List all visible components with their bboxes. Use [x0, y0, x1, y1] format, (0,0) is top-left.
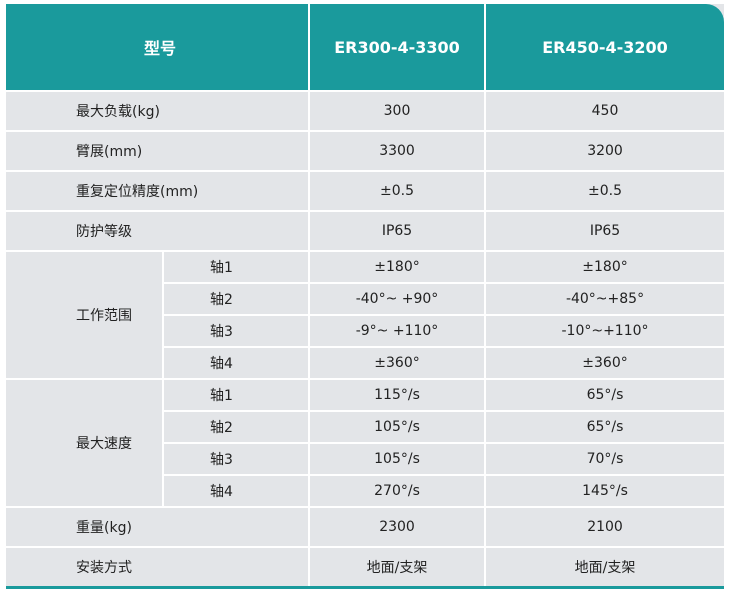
- value-b: 65°/s: [485, 410, 725, 443]
- value-a: 115°/s: [309, 378, 487, 411]
- table-row: 轴2 -40°~ +90° -40°~+85°: [6, 282, 725, 315]
- axis-label: 轴1: [163, 378, 311, 411]
- value-a: 105°/s: [309, 442, 487, 475]
- axis-label: 轴2: [163, 282, 311, 315]
- value-a: -9°~ +110°: [309, 314, 487, 347]
- value-b: 70°/s: [485, 442, 725, 475]
- value-b: 450: [485, 90, 725, 131]
- value-a: IP65: [309, 210, 487, 251]
- axis-label: 轴4: [163, 474, 311, 507]
- table-row: 轴3 -9°~ +110° -10°~+110°: [6, 314, 725, 347]
- table-row: 轴4 ±360° ±360°: [6, 346, 725, 379]
- axis-label: 轴3: [163, 442, 311, 475]
- value-a: 105°/s: [309, 410, 487, 443]
- table-row: 重复定位精度(mm) ±0.5 ±0.5: [6, 170, 725, 211]
- table-row: 轴3 105°/s 70°/s: [6, 442, 725, 475]
- row-label: 重量(kg): [6, 506, 311, 547]
- header-model-b: ER450-4-3200: [485, 4, 725, 91]
- table-row: 臂展(mm) 3300 3200: [6, 130, 725, 171]
- table-header: 型号 ER300-4-3300 ER450-4-3200: [6, 4, 725, 91]
- value-b: IP65: [485, 210, 725, 251]
- row-label: 重复定位精度(mm): [6, 170, 311, 211]
- value-b: ±0.5: [485, 170, 725, 211]
- table-row: 轴4 270°/s 145°/s: [6, 474, 725, 507]
- header-row: 型号 ER300-4-3300 ER450-4-3200: [6, 4, 725, 91]
- value-a: 地面/支架: [309, 546, 487, 589]
- value-b: ±360°: [485, 346, 725, 379]
- value-a: 2300: [309, 506, 487, 547]
- value-b: 地面/支架: [485, 546, 725, 589]
- value-a: ±180°: [309, 250, 487, 283]
- value-b: -10°~+110°: [485, 314, 725, 347]
- value-b: ±180°: [485, 250, 725, 283]
- value-b: -40°~+85°: [485, 282, 725, 315]
- value-a: ±360°: [309, 346, 487, 379]
- value-a: -40°~ +90°: [309, 282, 487, 315]
- value-a: 270°/s: [309, 474, 487, 507]
- table-row: 工作范围 轴1 ±180° ±180°: [6, 250, 725, 379]
- row-label: 安装方式: [6, 546, 311, 589]
- table-row: 安装方式 地面/支架 地面/支架: [6, 546, 725, 589]
- axis-label: 轴4: [163, 346, 311, 379]
- table-body: 最大负载(kg) 300 450 臂展(mm) 3300 3200 重复定位精度…: [6, 90, 725, 589]
- header-model-a: ER300-4-3300: [309, 4, 487, 91]
- axis-label: 轴1: [163, 250, 311, 283]
- value-a: 300: [309, 90, 487, 131]
- row-label: 臂展(mm): [6, 130, 311, 171]
- row-label: 防护等级: [6, 210, 311, 251]
- table-row: 防护等级 IP65 IP65: [6, 210, 725, 251]
- row-label: 最大负载(kg): [6, 90, 311, 131]
- table-row: 最大负载(kg) 300 450: [6, 90, 725, 131]
- value-b: 3200: [485, 130, 725, 171]
- value-b: 145°/s: [485, 474, 725, 507]
- speed-group-label: 最大速度: [6, 378, 164, 507]
- table-row: 最大速度 轴1 115°/s 65°/s: [6, 378, 725, 507]
- value-b: 65°/s: [485, 378, 725, 411]
- value-a: 3300: [309, 130, 487, 171]
- table-row: 轴2 105°/s 65°/s: [6, 410, 725, 443]
- header-model-label: 型号: [6, 4, 311, 91]
- axis-label: 轴2: [163, 410, 311, 443]
- range-group-label: 工作范围: [6, 250, 164, 379]
- table-row: 重量(kg) 2300 2100: [6, 506, 725, 547]
- value-a: ±0.5: [309, 170, 487, 211]
- value-b: 2100: [485, 506, 725, 547]
- axis-label: 轴3: [163, 314, 311, 347]
- spec-table: 型号 ER300-4-3300 ER450-4-3200 最大负载(kg) 30…: [6, 4, 725, 589]
